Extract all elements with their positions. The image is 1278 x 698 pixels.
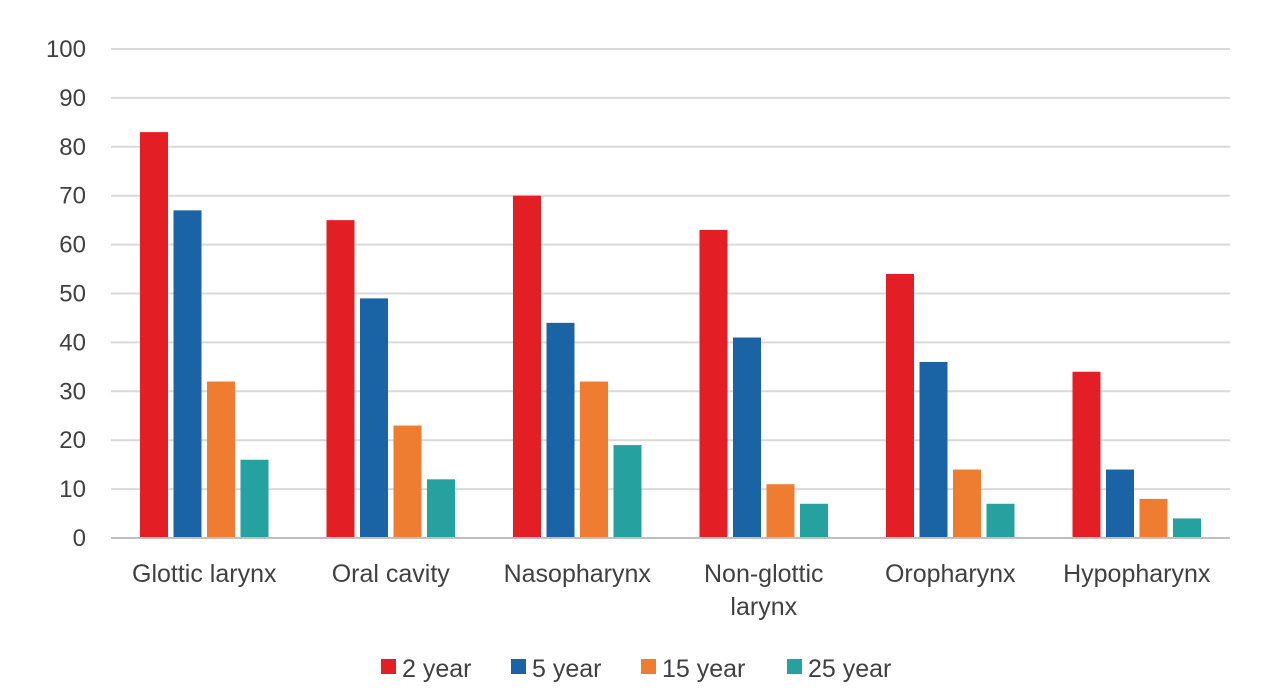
y-tick-label: 0 bbox=[73, 525, 86, 552]
y-tick-label: 10 bbox=[59, 476, 86, 503]
bar-25-year bbox=[240, 459, 269, 538]
bar-5-year bbox=[919, 361, 948, 538]
bar-5-year bbox=[360, 298, 388, 538]
legend-swatch bbox=[641, 659, 656, 674]
y-tick-label: 80 bbox=[59, 134, 86, 161]
bar-2-year bbox=[513, 195, 541, 538]
legend-label: 5 year bbox=[532, 655, 601, 683]
bar-15-year bbox=[580, 381, 608, 538]
x-category-label: Hypopharynx bbox=[1063, 560, 1211, 588]
bar-2-year bbox=[1072, 371, 1101, 538]
y-tick-label: 20 bbox=[59, 427, 86, 454]
y-tick-label: 60 bbox=[59, 232, 86, 259]
bar-2-year bbox=[699, 229, 728, 538]
bar-25-year bbox=[986, 503, 1015, 538]
x-category-label: larynx bbox=[730, 593, 797, 621]
y-tick-label: 70 bbox=[59, 183, 86, 210]
bar-5-year bbox=[546, 322, 575, 538]
bar-5-year bbox=[173, 210, 202, 538]
bar-25-year bbox=[427, 479, 455, 538]
x-category-label: Oropharynx bbox=[885, 560, 1016, 588]
bar-2-year bbox=[326, 220, 355, 538]
bar-25-year bbox=[800, 503, 828, 538]
bar-5-year bbox=[733, 337, 761, 538]
x-category-label: Oral cavity bbox=[332, 560, 451, 588]
bars bbox=[140, 132, 1201, 538]
y-tick-label: 100 bbox=[46, 36, 86, 63]
y-tick-label: 30 bbox=[59, 378, 86, 405]
x-category-label: Glottic larynx bbox=[132, 560, 277, 588]
gridlines bbox=[111, 48, 1230, 491]
bar-25-year bbox=[613, 445, 642, 538]
x-category-label: Nasopharynx bbox=[504, 560, 652, 588]
y-tick-label: 50 bbox=[59, 281, 86, 308]
legend: 2 year 5 year 15 year 25 year bbox=[381, 655, 891, 683]
bar-2-year bbox=[886, 273, 914, 538]
bar-15-year bbox=[953, 469, 981, 538]
legend-swatch bbox=[511, 659, 526, 674]
legend-swatch bbox=[381, 659, 396, 674]
bar-25-year bbox=[1173, 518, 1201, 538]
bar-15-year bbox=[766, 484, 795, 538]
bar-15-year bbox=[393, 425, 422, 538]
legend-label: 15 year bbox=[662, 655, 745, 683]
bar-15-year bbox=[207, 381, 235, 538]
x-axis-category-labels: Glottic larynx Oral cavity Nasopharynx Non-… bbox=[132, 560, 1211, 621]
bar-2-year bbox=[140, 132, 168, 538]
bar-5-year bbox=[1106, 469, 1134, 538]
legend-label: 25 year bbox=[808, 655, 891, 683]
bar-15-year bbox=[1139, 498, 1168, 538]
legend-swatch bbox=[787, 659, 802, 674]
x-category-label: Non-glottic bbox=[704, 560, 824, 588]
legend-label: 2 year bbox=[402, 655, 471, 683]
y-axis-tick-labels: 0 10 20 30 40 50 60 70 80 90 100 bbox=[46, 36, 86, 552]
y-tick-label: 90 bbox=[59, 85, 86, 112]
y-tick-label: 40 bbox=[59, 329, 86, 356]
